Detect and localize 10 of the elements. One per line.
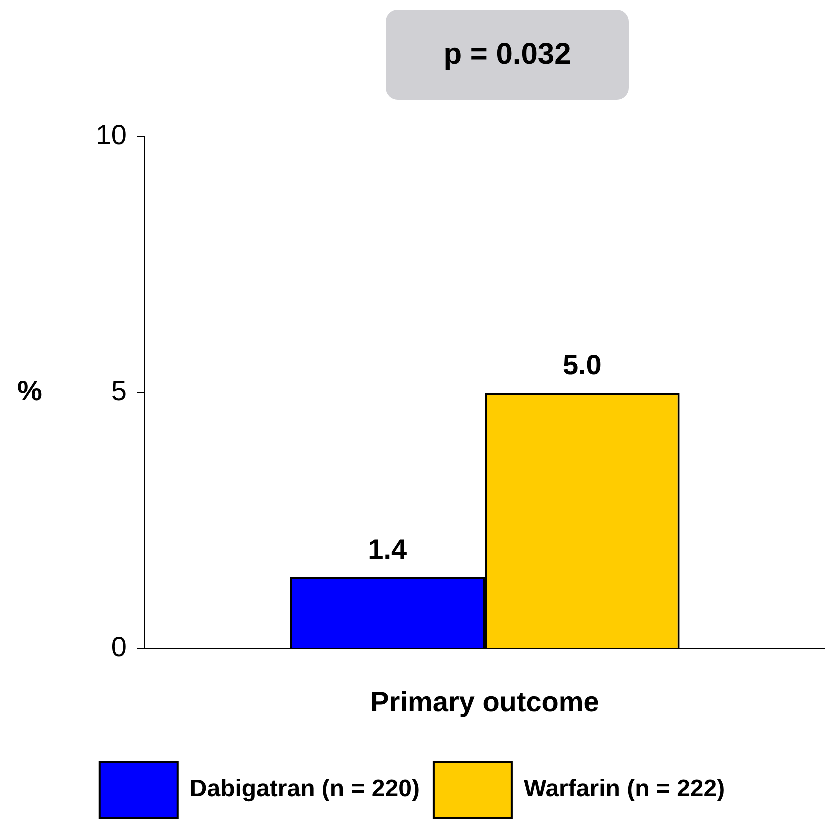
y-tick-label: 5	[111, 376, 127, 407]
data-label: 1.4	[368, 534, 408, 566]
y-tick-label: 0	[111, 632, 127, 663]
x-tick-label: Primary outcome	[370, 686, 600, 718]
text: p = 0.032	[386, 10, 629, 100]
y-tick-label: 10	[96, 120, 127, 151]
y-axis-title: %	[18, 376, 43, 407]
data-label: 5.0	[562, 350, 602, 381]
legend-label: Warfarin (n = 222)	[524, 776, 726, 803]
legend-label: Dabigatran (n = 220)	[190, 776, 420, 803]
